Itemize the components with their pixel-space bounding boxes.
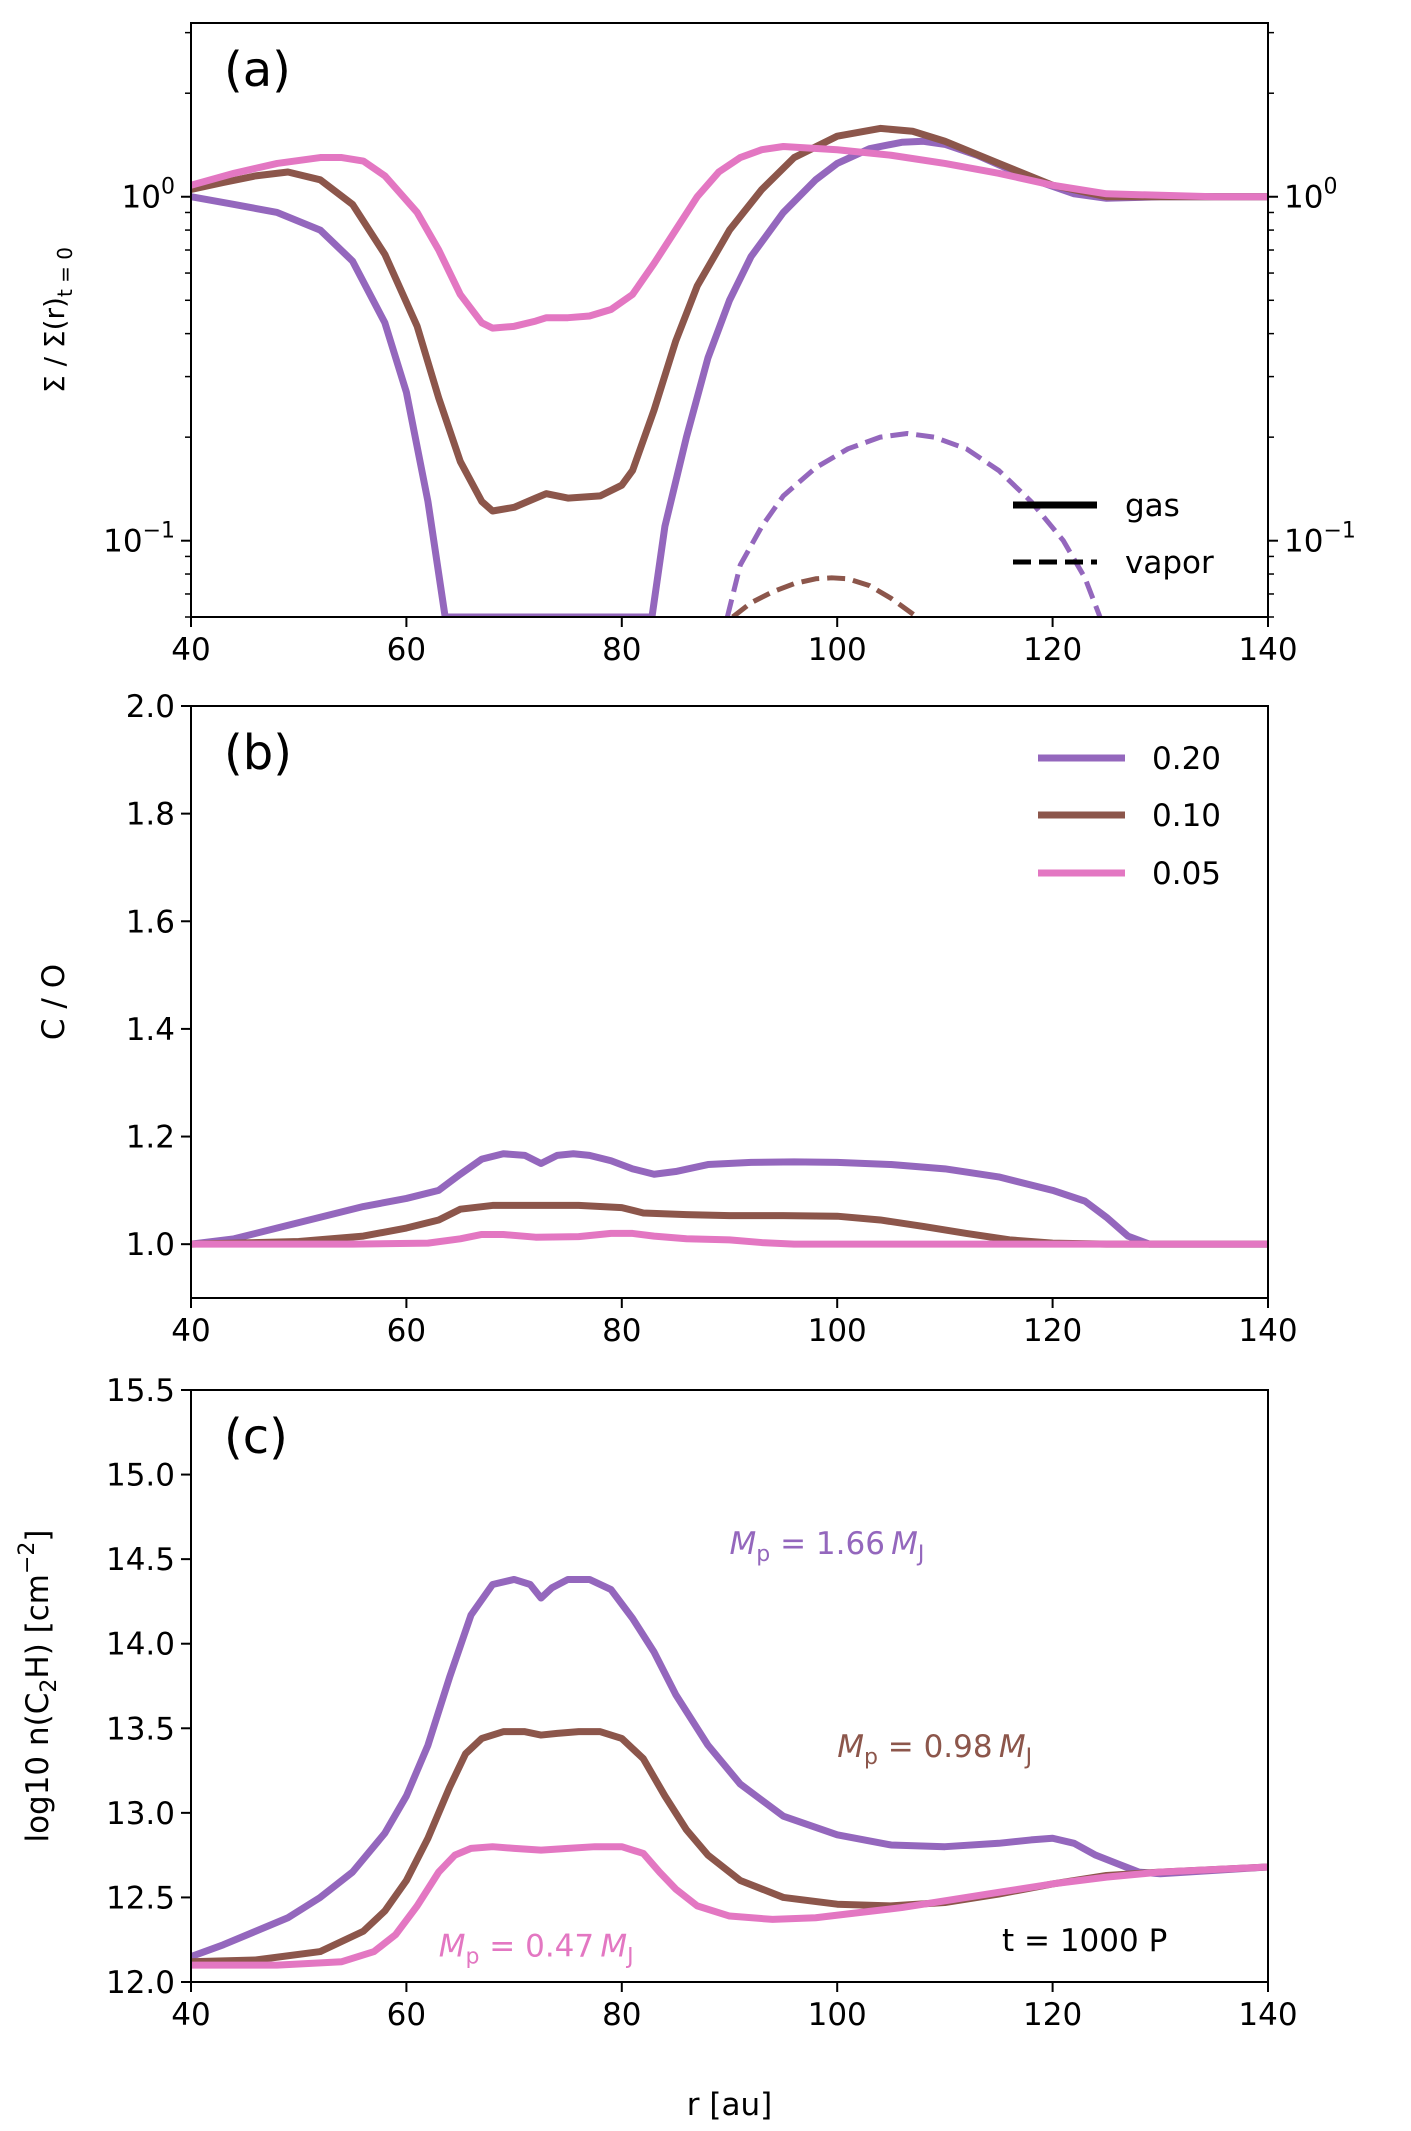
mass-labels: Mp = 1.66 MJ Mp = 0.98 MJ Mp = 0.47 MJ [439, 1526, 1032, 1970]
panel-c-y-axis-label-end: ] [20, 1529, 56, 1541]
panel-c-y-axis-label-mid: H) [cm [20, 1574, 56, 1679]
series-purple-solid-line [191, 1150, 1268, 1248]
series-purple-solid-line [191, 1575, 1268, 1960]
panel-b-y-axis-label: C / O [36, 964, 72, 1040]
x-tick-label: 120 [1023, 1997, 1082, 2033]
y-tick-label-right: 10−1 [1284, 519, 1356, 560]
series-pink-solid-line [191, 142, 1268, 332]
x-tick-label: 100 [808, 1313, 867, 1349]
legend-010-label: 0.10 [1152, 798, 1221, 834]
panel-a-y-axis-label: Σ / Σ(r)t = 0 [38, 247, 77, 393]
y-tick-label: 1.2 [126, 1120, 175, 1156]
series-pink-solid-line [191, 1843, 1268, 1969]
panel-c-y-axis-label-sup: −2 [15, 1542, 40, 1574]
panel-a-y-axis-label-main: Σ / Σ(r) [38, 297, 71, 393]
panel-a: 40 60 80 100 120 140 100 100 10−1 10−1 (a) Σ / Σ(… [38, 22, 1356, 668]
panel-c-series [191, 1575, 1268, 1969]
x-tick-label: 40 [171, 1313, 210, 1349]
legend-005-label: 0.05 [1152, 856, 1221, 892]
panel-a-axes-frame [190, 22, 1269, 618]
x-tick-label: 120 [1023, 1313, 1082, 1349]
panel-b: 40 60 80 100 120 140 1.0 1.2 1.4 1.6 1.8 2.0 (b) C … [36, 689, 1298, 1349]
x-tick-label: 60 [387, 632, 426, 668]
y-tick-label: 13.0 [106, 1796, 175, 1832]
panel-a-y-axis-label-sub: t = 0 [53, 247, 77, 297]
series-pink-solid-line [191, 1229, 1268, 1248]
y-tick-label: 15.5 [106, 1373, 175, 1409]
y-tick-label-right: 100 [1284, 175, 1337, 216]
panel-c-label: (c) [224, 1409, 288, 1465]
panel-b-legend: 0.20 0.10 0.05 [1038, 741, 1221, 892]
panel-c-y-axis-label-sub: 2 [37, 1679, 62, 1693]
y-tick-label: 1.8 [126, 797, 175, 833]
x-axis-label: r [au] [687, 2087, 772, 2123]
legend-vapor-label: vapor [1125, 545, 1214, 581]
y-tick-label: 14.5 [106, 1542, 175, 1578]
panel-c: 40 60 80 100 120 140 12.0 12.5 13.0 13.5 14.0 14.5 1… [15, 1373, 1298, 2123]
y-tick-label: 12.0 [106, 1965, 175, 2001]
series-purple-dashed-line [724, 430, 1103, 617]
panel-a-label: (a) [224, 42, 291, 98]
panel-a-ticks: 40 60 80 100 120 140 100 100 10−1 10−1 [103, 31, 1356, 668]
x-tick-label: 60 [387, 1997, 426, 2033]
y-tick-label: 14.0 [106, 1627, 175, 1663]
x-tick-label: 140 [1238, 632, 1297, 668]
time-annotation: t = 1000 P [1002, 1923, 1167, 1959]
x-tick-label: 40 [171, 632, 210, 668]
panel-c-y-axis-label-main: log10 n(C [20, 1693, 56, 1843]
y-tick-label: 15.0 [106, 1458, 175, 1494]
x-tick-label: 140 [1238, 1997, 1297, 2033]
mass-label-purple: Mp = 1.66 MJ [730, 1526, 925, 1567]
y-tick-label: 12.5 [106, 1880, 175, 1916]
panel-c-y-axis-label: log10 n(C2H) [cm−2] [15, 1529, 62, 1842]
y-tick-label: 13.5 [106, 1711, 175, 1747]
x-tick-label: 120 [1023, 632, 1082, 668]
y-tick-label: 1.0 [126, 1227, 175, 1263]
y-tick-label: 2.0 [126, 689, 175, 725]
panel-a-series [191, 124, 1268, 617]
x-tick-label: 80 [602, 632, 641, 668]
y-tick-label: 100 [122, 175, 175, 216]
mass-label-brown: Mp = 0.98 MJ [837, 1729, 1032, 1770]
x-tick-label: 80 [602, 1313, 641, 1349]
mass-label-pink: Mp = 0.47 MJ [439, 1929, 634, 1970]
legend-020-label: 0.20 [1152, 741, 1221, 777]
x-tick-label: 60 [387, 1313, 426, 1349]
y-tick-label: 1.6 [126, 904, 175, 940]
series-purple-solid-line [191, 137, 1268, 617]
x-tick-label: 80 [602, 1997, 641, 2033]
x-tick-label: 140 [1238, 1313, 1297, 1349]
panel-b-label: (b) [224, 725, 292, 781]
panel-c-axes-frame [190, 1389, 1269, 1983]
y-tick-label: 10−1 [103, 519, 175, 560]
x-tick-label: 100 [808, 632, 867, 668]
x-tick-label: 40 [171, 1997, 210, 2033]
y-tick-label: 1.4 [126, 1012, 175, 1048]
panel-b-series [191, 1150, 1268, 1248]
series-brown-dashed-line [731, 575, 919, 617]
series-brown-solid-line [191, 124, 1268, 515]
x-tick-label: 100 [808, 1997, 867, 2033]
panel-b-axes-frame [190, 705, 1269, 1299]
panel-c-ticks: 40 60 80 100 120 140 12.0 12.5 13.0 13.5 14.0 14.5 1… [106, 1373, 1298, 2033]
panel-b-ticks: 40 60 80 100 120 140 1.0 1.2 1.4 1.6 1.8 2.0 [126, 689, 1298, 1349]
legend-gas-label: gas [1125, 488, 1180, 524]
panel-a-legend: gas vapor [1013, 488, 1214, 581]
